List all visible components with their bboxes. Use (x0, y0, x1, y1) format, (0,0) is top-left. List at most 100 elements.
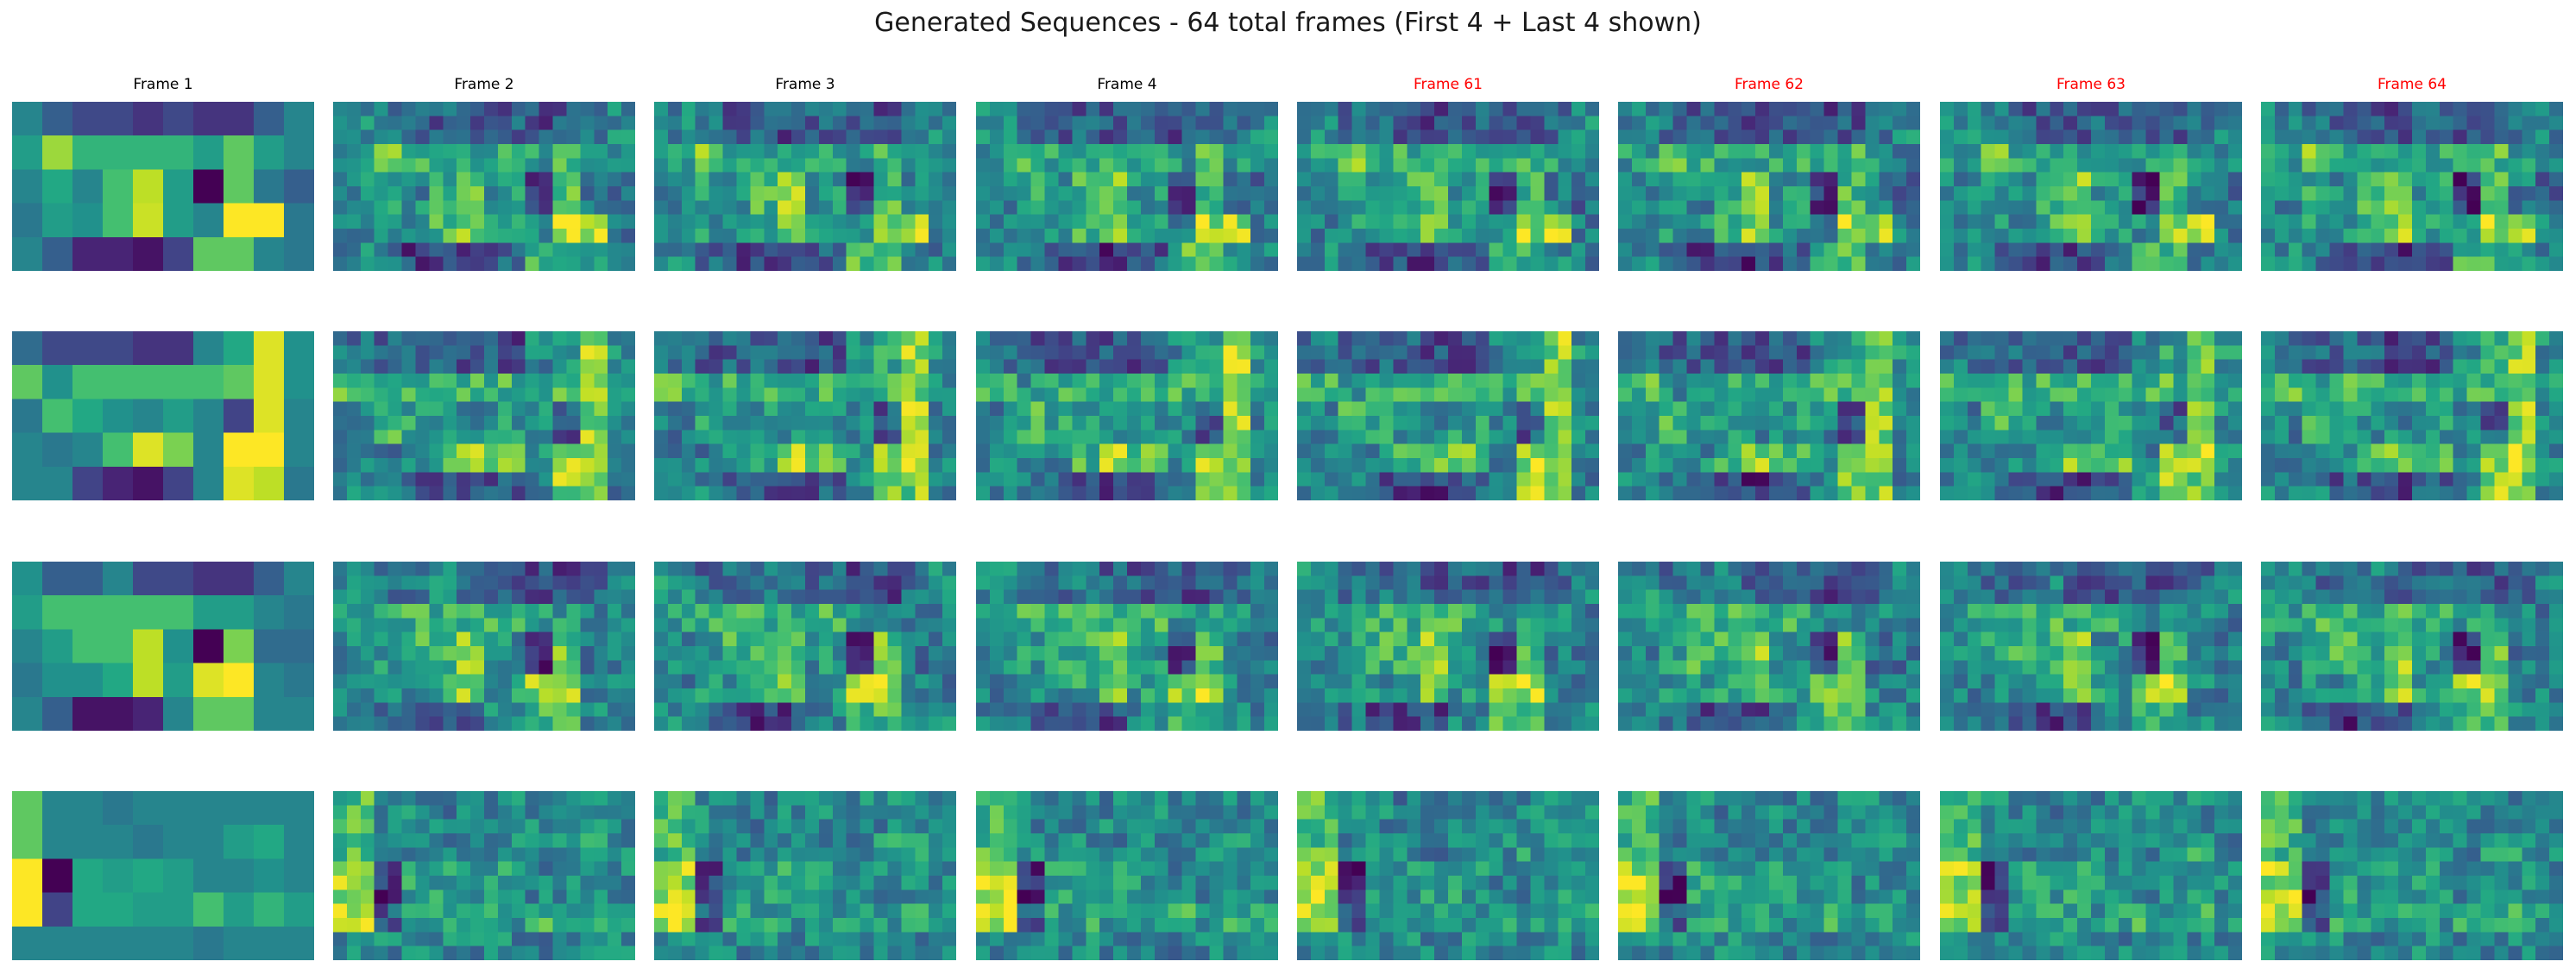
heatmap-cell (1618, 359, 1633, 374)
heatmap-cell (2480, 256, 2496, 271)
heatmap-cell (621, 430, 635, 445)
heatmap-cell (1044, 158, 1060, 173)
heatmap-cell (1086, 158, 1100, 173)
heatmap-cell (1113, 589, 1128, 605)
heatmap-cell (1017, 374, 1032, 388)
heatmap-cell (1755, 345, 1770, 361)
heatmap-cell (1558, 229, 1572, 243)
heatmap-cell (594, 589, 608, 605)
heatmap-cell (1837, 416, 1853, 430)
heatmap-cell (1407, 387, 1421, 403)
heatmap-cell (539, 186, 554, 201)
heatmap-cell (2077, 416, 2092, 430)
heatmap-cell (1420, 229, 1435, 243)
heatmap-cell (1769, 430, 1784, 445)
heatmap-cell (1700, 359, 1715, 374)
heatmap-cell (764, 374, 778, 388)
heatmap-cell (1823, 186, 1839, 201)
heatmap-cell (374, 486, 389, 500)
heatmap-cell (1530, 618, 1545, 633)
heatmap-cell (2274, 486, 2289, 500)
heatmap-cell (346, 632, 362, 647)
heatmap-cell (1434, 443, 1449, 459)
heatmap-cell (1448, 359, 1463, 374)
heatmap-cell (709, 562, 724, 576)
heatmap-cell (818, 688, 834, 703)
heatmap-cell (2384, 416, 2399, 430)
heatmap-cell (1127, 646, 1142, 661)
heatmap-cell (2425, 430, 2441, 445)
heatmap-cell (484, 229, 499, 243)
heatmap-cell (415, 158, 430, 173)
heatmap-cell (887, 443, 902, 459)
heatmap-cell (750, 416, 765, 430)
heatmap-cell (2535, 116, 2550, 131)
heatmap-cell (1209, 256, 1224, 271)
heatmap-cell (2302, 144, 2317, 159)
heatmap-cell (360, 229, 375, 243)
heatmap-cell (1714, 359, 1729, 374)
heatmap-cell (525, 660, 540, 676)
heatmap-cell (1250, 618, 1265, 633)
heatmap-cell (1796, 186, 1811, 201)
heatmap-cell (1516, 186, 1532, 201)
heatmap-cell (1209, 345, 1224, 361)
heatmap-cell (1502, 116, 1518, 131)
heatmap-cell (1044, 256, 1060, 271)
heatmap-cell (484, 632, 499, 647)
heatmap-cell (2288, 144, 2303, 159)
heatmap-cell (12, 466, 43, 500)
heatmap-cell (695, 604, 710, 619)
heatmap-cell (1851, 416, 1866, 430)
heatmap-cell (1502, 632, 1518, 647)
heatmap-cell (2118, 416, 2133, 430)
heatmap-cell (2159, 172, 2175, 187)
heatmap-cell (2022, 200, 2037, 216)
heatmap-cell (566, 331, 581, 346)
heatmap-cell (1516, 374, 1532, 388)
heatmap-cell (2063, 458, 2078, 473)
heatmap-cell (1659, 387, 1674, 403)
heatmap-cell (750, 575, 765, 591)
heatmap-cell (1755, 562, 1770, 576)
heatmap-cell (989, 688, 1005, 703)
heatmap-cell (1571, 688, 1586, 703)
heatmap-cell (1168, 401, 1183, 417)
heatmap-cell (1003, 632, 1018, 647)
heatmap-cell (415, 589, 430, 605)
heatmap-cell (12, 562, 43, 596)
heatmap-cell (2384, 359, 2399, 374)
heatmap-cell (750, 374, 765, 388)
heatmap-cell (873, 401, 889, 417)
heatmap-cell (887, 242, 902, 258)
heatmap-cell (1714, 214, 1729, 229)
heatmap-cell (525, 562, 540, 576)
heatmap-cell (2425, 416, 2441, 430)
heatmap-cell (2008, 359, 2024, 374)
heatmap-cell (1264, 401, 1278, 417)
heatmap-cell (2187, 486, 2201, 500)
heatmap-cell (2384, 374, 2399, 388)
heatmap-cell (346, 129, 362, 145)
heatmap-cell (681, 116, 696, 131)
heatmap-cell (1379, 374, 1394, 388)
heatmap-cell (915, 472, 929, 487)
heatmap-cell (791, 486, 806, 500)
heatmap-cell (1127, 589, 1142, 605)
heatmap-cell (1379, 331, 1394, 346)
heatmap-cell (1365, 129, 1381, 145)
heatmap-cell (443, 229, 457, 243)
heatmap-cell (805, 144, 820, 159)
heatmap-cell (1017, 242, 1032, 258)
heatmap-cell (2371, 242, 2385, 258)
heatmap-cell (764, 632, 778, 647)
heatmap-cell (1017, 589, 1032, 605)
heatmap-cell (1434, 688, 1449, 703)
heatmap-cell (1994, 387, 2010, 403)
heatmap-cell (1434, 129, 1449, 145)
heatmap-cell (1714, 158, 1729, 173)
heatmap-cell (2214, 486, 2229, 500)
heatmap-cell (2302, 401, 2317, 417)
heatmap-cell (942, 331, 956, 346)
heatmap-cell (1058, 716, 1073, 731)
